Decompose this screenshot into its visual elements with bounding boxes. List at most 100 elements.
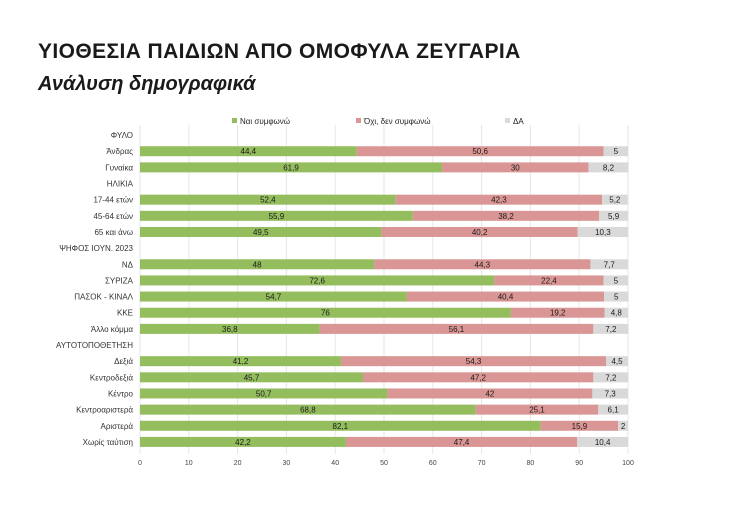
category-label: Άνδρας [106, 147, 133, 156]
data-label-disagree: 22,4 [541, 276, 557, 285]
bar-segment-agree [140, 307, 511, 318]
bar-segment-agree [140, 388, 388, 399]
bar-segment-disagree [381, 226, 578, 237]
bar-segment-disagree [387, 388, 593, 399]
data-label-disagree: 40,2 [472, 228, 488, 237]
bar-segment-dk [603, 146, 628, 157]
data-label-agree: 49,5 [253, 228, 269, 237]
data-label-agree: 50,7 [256, 389, 272, 398]
data-label-dk: 7,3 [605, 389, 617, 398]
bar-segment-dk [593, 323, 629, 334]
data-label-dk: 5 [614, 276, 619, 285]
category-label: Κεντροαριστερά [76, 406, 133, 415]
bar-segment-agree [140, 436, 346, 447]
data-label-dk: 5 [614, 293, 619, 302]
x-tick-label: 80 [527, 460, 535, 467]
x-tick-label: 20 [234, 460, 242, 467]
legend-swatch-disagree [356, 118, 361, 123]
data-label-agree: 48 [253, 260, 262, 269]
data-label-agree: 42,2 [235, 438, 251, 447]
data-label-dk: 10,3 [595, 228, 611, 237]
bar-segment-agree [140, 323, 320, 334]
bar-segment-dk [593, 372, 629, 383]
bar-segment-agree [140, 146, 357, 157]
bar-segment-dk [603, 275, 628, 286]
bar-segment-disagree [345, 436, 578, 447]
bar-segment-dk [592, 388, 628, 399]
x-tick-label: 100 [622, 460, 634, 467]
data-label-dk: 5,9 [608, 212, 620, 221]
bar-segment-dk [604, 291, 629, 302]
bar-segment-agree [140, 291, 407, 302]
data-label-disagree: 38,2 [498, 212, 514, 221]
category-label: Κέντρο [108, 389, 134, 398]
data-label-dk: 8,2 [603, 163, 615, 172]
data-label-dk: 7,2 [605, 325, 617, 334]
bar-segment-dk [588, 162, 629, 173]
category-label: Αριστερά [100, 422, 133, 431]
bar-segment-dk [598, 404, 628, 415]
legend-label-agree: Ναι συμφωνώ [240, 117, 290, 126]
bar-segment-agree [140, 372, 364, 383]
bar-segment-agree [140, 356, 342, 367]
data-label-dk: 7,2 [605, 373, 617, 382]
x-tick-label: 0 [138, 460, 142, 467]
data-label-dk: 4,8 [611, 309, 623, 318]
bar-segment-dk [618, 420, 628, 431]
category-label: ΝΔ [122, 260, 134, 269]
x-tick-label: 30 [283, 460, 291, 467]
bar-segment-disagree [494, 275, 604, 286]
legend-label-disagree: Όχι, δεν συμφωνώ [363, 117, 430, 126]
category-label: 45-64 ετών [93, 212, 133, 221]
data-label-agree: 36,8 [222, 325, 238, 334]
data-label-dk: 2 [621, 422, 626, 431]
data-label-disagree: 42,3 [491, 196, 507, 205]
bar-segment-disagree [412, 210, 600, 221]
data-label-agree: 41,2 [233, 357, 249, 366]
category-label: Άλλο κόμμα [91, 325, 133, 334]
data-label-disagree: 47,2 [470, 373, 486, 382]
bar-segment-agree [140, 210, 413, 221]
bar-segment-agree [140, 275, 495, 286]
data-label-disagree: 44,3 [475, 260, 491, 269]
group-header-label: ΑΥΤΟΤΟΠΟΘΕΤΗΣΗ [56, 341, 133, 350]
bar-segment-disagree [475, 404, 599, 415]
x-tick-label: 70 [478, 460, 486, 467]
bar-segment-agree [140, 162, 443, 173]
bar-segment-disagree [319, 323, 594, 334]
bar-segment-dk [606, 356, 628, 367]
chart-title: ΥΙΟΘΕΣΙΑ ΠΑΙΔΙΩΝ ΑΠΟ ΟΜΟΦΥΛΑ ΖΕΥΓΑΡΙΑ [38, 40, 521, 63]
data-label-dk: 5,2 [609, 196, 621, 205]
bar-segment-dk [577, 226, 628, 237]
category-label: 17-44 ετών [93, 196, 133, 205]
category-label: Δεξιά [114, 357, 133, 366]
bar-segment-disagree [395, 194, 603, 205]
x-tick-label: 60 [429, 460, 437, 467]
category-label: 65 και άνω [94, 228, 133, 237]
bar-segment-disagree [356, 146, 604, 157]
data-label-dk: 10,4 [595, 438, 611, 447]
bar-segment-disagree [374, 259, 591, 270]
category-label: ΚΚΕ [117, 309, 133, 318]
chart-subtitle: Ανάλυση δημογραφικά [38, 73, 256, 95]
category-label: Γυναίκα [105, 163, 133, 172]
data-label-agree: 45,7 [244, 373, 260, 382]
bar-segment-agree [140, 226, 382, 237]
legend-swatch-dk [505, 118, 510, 123]
legend-label-dk: ΔΑ [513, 117, 524, 126]
x-tick-label: 40 [331, 460, 339, 467]
bar-segment-disagree [406, 291, 605, 302]
data-label-disagree: 50,6 [472, 147, 488, 156]
data-label-disagree: 30 [511, 163, 520, 172]
bar-segment-agree [140, 404, 476, 415]
data-label-disagree: 42 [485, 389, 494, 398]
data-label-dk: 6,1 [608, 406, 620, 415]
bar-segment-dk [577, 436, 628, 447]
x-tick-label: 10 [185, 460, 193, 467]
category-label: ΣΥΡΙΖΑ [105, 276, 134, 285]
bar-segment-disagree [510, 307, 605, 318]
bar-segment-dk [604, 307, 628, 318]
bar-segment-dk [602, 194, 628, 205]
x-tick-label: 50 [380, 460, 388, 467]
data-label-agree: 54,7 [266, 293, 282, 302]
